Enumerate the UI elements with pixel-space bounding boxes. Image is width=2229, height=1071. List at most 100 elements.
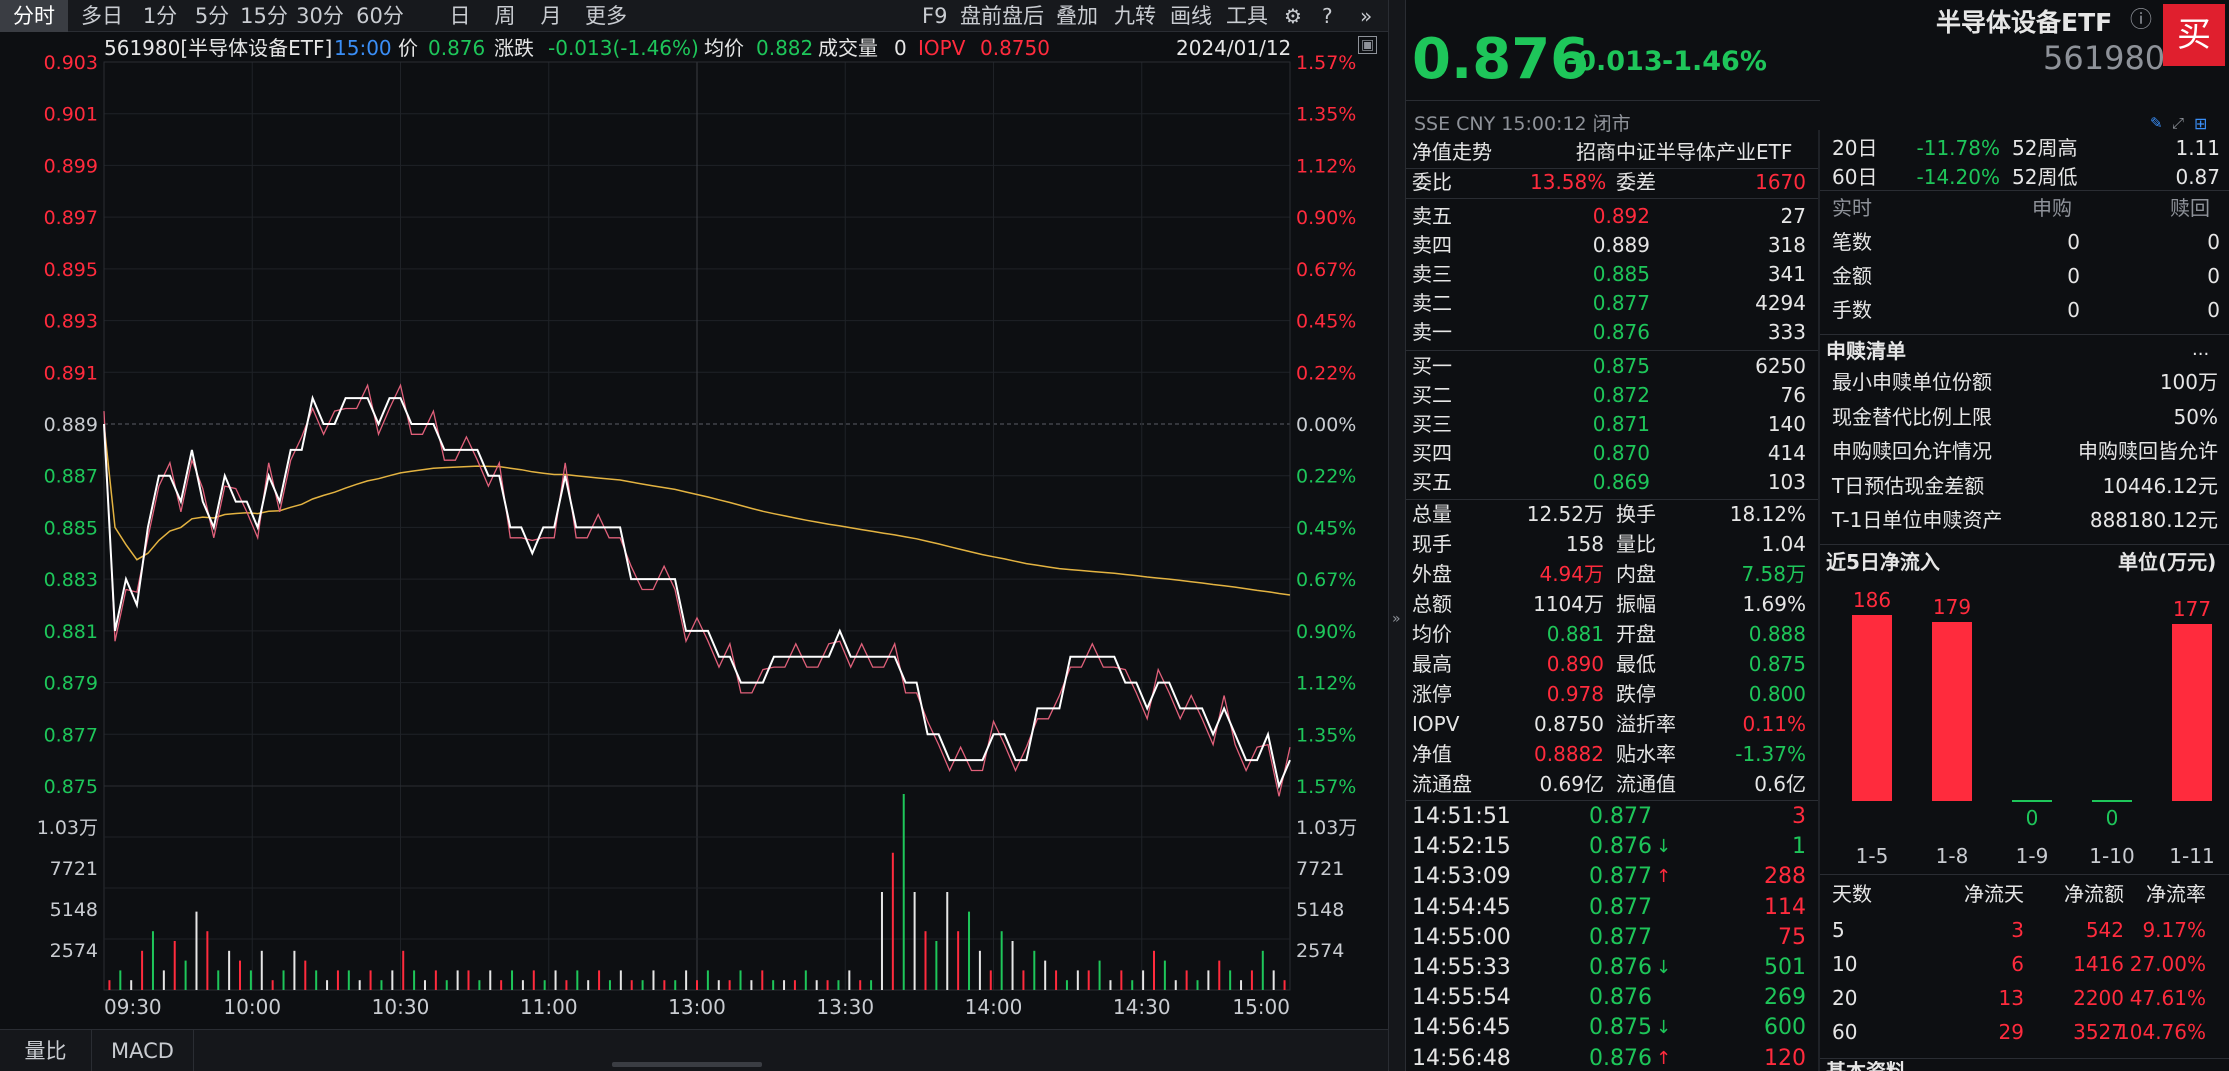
stat-value: 0.875 bbox=[1748, 652, 1806, 676]
row-separator bbox=[1406, 800, 1820, 801]
mini-toolbar: ✎ ⤢ ⊞ bbox=[2150, 116, 2226, 134]
row-separator bbox=[1820, 544, 2229, 545]
bid-level-label: 买三 bbox=[1412, 412, 1452, 436]
buy-button[interactable]: 买 bbox=[2163, 4, 2225, 66]
ask-price[interactable]: 0.876 bbox=[1592, 320, 1650, 344]
stat-value: 1104万 bbox=[1533, 592, 1604, 616]
ask-price[interactable]: 0.889 bbox=[1592, 233, 1650, 257]
tab-9[interactable]: 月 bbox=[540, 4, 562, 28]
tab-10[interactable]: 更多 bbox=[585, 4, 627, 28]
bid-price[interactable]: 0.872 bbox=[1592, 383, 1650, 407]
info-change-label: 涨跌 bbox=[494, 36, 534, 60]
pen-icon[interactable]: ✎ bbox=[2150, 114, 2163, 132]
nav-trend-label[interactable]: 净值走势 bbox=[1412, 140, 1492, 164]
tool-4[interactable]: 画线 bbox=[1170, 4, 1212, 28]
stat-label: 贴水率 bbox=[1616, 742, 1676, 766]
nav-index-name: 招商中证半导体产业ETF bbox=[1576, 140, 1793, 164]
bid-price[interactable]: 0.871 bbox=[1592, 412, 1650, 436]
arrow-up-icon: ↑ bbox=[1656, 1047, 1672, 1069]
bid-level-label: 买一 bbox=[1412, 354, 1452, 378]
help-icon[interactable]: ? bbox=[1322, 4, 1333, 28]
stat-value: 7.58万 bbox=[1741, 562, 1806, 586]
flow-table-cell: 104.76% bbox=[2117, 1020, 2206, 1044]
ask-price[interactable]: 0.892 bbox=[1592, 204, 1650, 228]
tool-5[interactable]: 工具 bbox=[1226, 4, 1268, 28]
fullscreen-icon[interactable]: ▣ bbox=[1358, 36, 1378, 54]
flow-table-header: 天数 bbox=[1832, 882, 1872, 906]
bid-price[interactable]: 0.870 bbox=[1592, 441, 1650, 465]
info-icon[interactable]: ⓘ bbox=[2130, 8, 2153, 33]
time-axis-tick: 13:00 bbox=[668, 995, 726, 1019]
tool-3[interactable]: 九转 bbox=[1114, 4, 1156, 28]
bid-price[interactable]: 0.869 bbox=[1592, 470, 1650, 494]
double-chevron-right-icon[interactable]: » bbox=[1360, 4, 1373, 28]
perf-value-2: 1.11 bbox=[2175, 136, 2220, 160]
flow-table-cell: 13 bbox=[1998, 986, 2024, 1010]
right-axis-tick: 0.90% bbox=[1296, 621, 1356, 643]
flow-table-header: 净流天 bbox=[1964, 882, 2024, 906]
rt-subscribe-value: 0 bbox=[2067, 298, 2080, 322]
panel-divider[interactable]: » bbox=[1388, 0, 1406, 1071]
tick-time: 14:55:54 bbox=[1412, 985, 1511, 1011]
time-axis-tick: 15:00 bbox=[1232, 995, 1290, 1019]
tab-1[interactable]: 多日 bbox=[81, 4, 123, 28]
info-price-label: 价 bbox=[398, 36, 418, 60]
tick-volume: 1 bbox=[1792, 834, 1806, 860]
ask-price[interactable]: 0.885 bbox=[1592, 262, 1650, 286]
flow-table-cell: 1416 bbox=[2073, 952, 2124, 976]
tab-macd[interactable]: MACD bbox=[92, 1030, 194, 1071]
vol-axis-tick-left: 2574 bbox=[50, 940, 98, 962]
rt-row-label: 笔数 bbox=[1832, 230, 1872, 254]
vol-axis-tick-right: 5148 bbox=[1296, 899, 1344, 921]
tool-2[interactable]: 叠加 bbox=[1056, 4, 1098, 28]
collapse-arrow-icon[interactable]: » bbox=[1392, 611, 1401, 627]
tool-1[interactable]: 盘前盘后 bbox=[960, 4, 1044, 28]
stat-label: 跌停 bbox=[1616, 682, 1656, 706]
tick-time: 14:55:00 bbox=[1412, 924, 1511, 950]
tab-4[interactable]: 15分 bbox=[240, 4, 288, 28]
ask-price[interactable]: 0.877 bbox=[1592, 291, 1650, 315]
vol-axis-tick-right: 2574 bbox=[1296, 940, 1344, 962]
stat-label: 最高 bbox=[1412, 652, 1452, 676]
bid-price[interactable]: 0.875 bbox=[1592, 354, 1650, 378]
tab-5[interactable]: 30分 bbox=[296, 4, 344, 28]
settings-gear-icon[interactable]: ⚙ bbox=[1284, 4, 1302, 28]
stat-value: 0.8882 bbox=[1534, 742, 1604, 766]
more-icon[interactable]: ... bbox=[2192, 339, 2210, 360]
stat-label: 总额 bbox=[1412, 592, 1452, 616]
right-axis-tick: 1.35% bbox=[1296, 724, 1356, 746]
tab-2[interactable]: 1分 bbox=[142, 4, 178, 28]
left-axis-tick: 0.887 bbox=[44, 466, 98, 488]
time-axis-tick: 09:30 bbox=[104, 995, 162, 1019]
tab-7[interactable]: 日 bbox=[449, 4, 471, 28]
left-axis-tick: 0.899 bbox=[44, 155, 98, 177]
vol-axis-tick-right: 7721 bbox=[1296, 858, 1344, 880]
tick-price: 0.876 bbox=[1589, 834, 1652, 860]
stat-label: 净值 bbox=[1412, 742, 1452, 766]
tab-8[interactable]: 周 bbox=[494, 4, 516, 28]
horizontal-scrollbar[interactable] bbox=[612, 1062, 762, 1067]
flow-table-cell: 27.00% bbox=[2129, 952, 2206, 976]
tick-price: 0.875 bbox=[1589, 1015, 1652, 1041]
tool-0[interactable]: F9 bbox=[922, 4, 948, 28]
tab-volume-ratio[interactable]: 量比 bbox=[0, 1030, 92, 1071]
exchange-status: SSE CNY 15:00:12 闭市 bbox=[1414, 113, 1631, 135]
tab-0[interactable]: 分时 bbox=[0, 0, 68, 32]
info-code: 561980[半导体设备ETF] bbox=[104, 36, 333, 60]
stat-value: 12.52万 bbox=[1526, 502, 1604, 526]
tab-6[interactable]: 60分 bbox=[356, 4, 404, 28]
plus-icon[interactable]: ⊞ bbox=[2194, 114, 2208, 133]
stat-label: 开盘 bbox=[1616, 622, 1656, 646]
flow-value-label: 179 bbox=[1933, 595, 1971, 619]
expand-icon[interactable]: ⤢ bbox=[2172, 114, 2185, 132]
vol-axis-tick-left: 1.03万 bbox=[37, 817, 98, 839]
stat-value: -1.37% bbox=[1735, 742, 1806, 766]
tab-3[interactable]: 5分 bbox=[194, 4, 230, 28]
row-separator bbox=[1406, 100, 1820, 101]
period-tab-bar: 分时 多日 1分 5分 15分 30分 60分 日周月更多 F9 盘前盘后 叠加 九转 画线 工具 ⚙? » bbox=[0, 0, 1388, 32]
row-separator bbox=[1820, 874, 2229, 875]
flow-bar bbox=[2172, 624, 2212, 801]
tick-price: 0.876 bbox=[1589, 985, 1652, 1011]
tick-volume: 501 bbox=[1764, 955, 1806, 980]
price-chart[interactable]: 0.903 0.901 0.899 0.897 0.895 0.893 0.891 0.889… bbox=[0, 0, 1388, 1029]
